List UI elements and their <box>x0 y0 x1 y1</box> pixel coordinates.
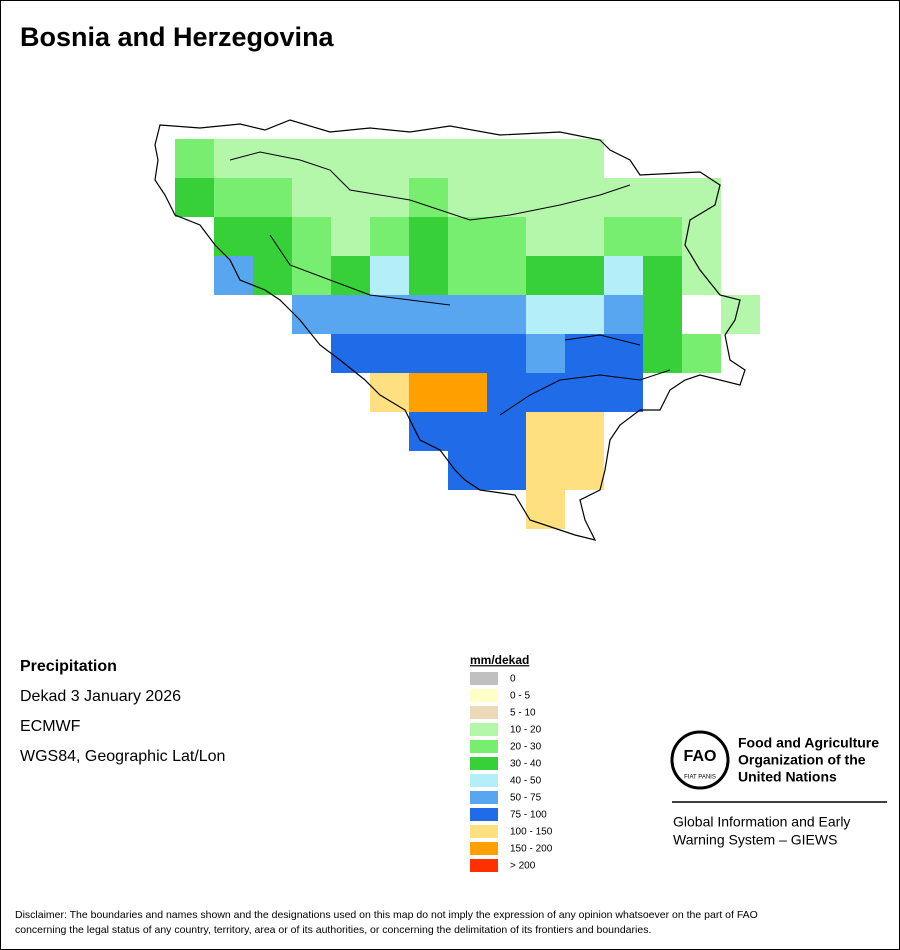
grid-cell <box>604 295 643 334</box>
legend-title: mm/dekad <box>470 653 529 667</box>
grid-cell <box>331 256 370 295</box>
grid-cell <box>643 295 682 334</box>
grid-cell <box>214 217 292 256</box>
grid-cell <box>526 295 604 334</box>
grid-cell <box>253 256 292 295</box>
grid-cell <box>604 256 643 295</box>
grid-cell <box>370 256 409 295</box>
legend-label: 150 - 200 <box>510 844 553 855</box>
grid-cell <box>526 334 565 373</box>
info-line: Dekad 3 January 2026 <box>20 688 181 705</box>
grid-cell <box>448 451 526 490</box>
legend-label: 50 - 75 <box>510 793 542 804</box>
disclaimer: Disclaimer: The boundaries and names sho… <box>15 909 758 921</box>
legend-label: 100 - 150 <box>510 827 553 838</box>
legend-label: 0 - 5 <box>510 691 530 702</box>
grid-cell <box>487 373 643 412</box>
disclaimer: concerning the legal status of any count… <box>15 924 651 936</box>
grid-cell <box>292 217 331 256</box>
legend-label: 30 - 40 <box>510 759 542 770</box>
title: Bosnia and Herzegovina <box>20 22 335 52</box>
legend: 0 0 - 5 5 - 10 10 - 20 20 - 30 30 - 40 40 - 50… <box>470 672 553 872</box>
grid-cell <box>370 217 409 256</box>
legend-label: 0 <box>510 674 516 685</box>
grid-cell <box>175 139 214 178</box>
org-name: Food and Agriculture <box>738 735 879 751</box>
grid-cell <box>409 256 448 295</box>
legend-swatch <box>470 672 498 685</box>
grid-cell <box>565 334 643 373</box>
grid-cell <box>448 178 721 217</box>
grid-cell <box>409 217 448 256</box>
info-heading: Precipitation <box>20 658 117 675</box>
grid-cell <box>292 295 526 334</box>
legend-label: 20 - 30 <box>510 742 542 753</box>
legend-label: 75 - 100 <box>510 810 547 821</box>
legend-swatch <box>470 774 498 787</box>
legend-label: 40 - 50 <box>510 776 542 787</box>
grid-cell <box>526 217 604 256</box>
legend-swatch <box>470 689 498 702</box>
legend-label: 5 - 10 <box>510 708 536 719</box>
legend-swatch <box>470 825 498 838</box>
grid-cell <box>604 217 682 256</box>
grid-cell <box>721 295 760 334</box>
program-name: Warning System – GIEWS <box>673 832 837 848</box>
legend-label: > 200 <box>510 861 536 872</box>
program-name: Global Information and Early <box>673 814 850 830</box>
grid-cell <box>409 373 487 412</box>
grid-cell <box>448 217 526 256</box>
grid-cell <box>448 256 526 295</box>
grid-cell <box>526 451 604 490</box>
grid-cell <box>214 139 604 178</box>
info-line: ECMWF <box>20 718 81 735</box>
legend-swatch <box>470 859 498 872</box>
grid-cell <box>331 217 370 256</box>
grid-cell <box>409 412 526 451</box>
grid-cell <box>643 334 682 373</box>
grid-cell <box>175 178 214 217</box>
grid-cell <box>526 256 604 295</box>
grid-cell <box>643 256 682 295</box>
legend-label: 10 - 20 <box>510 725 542 736</box>
legend-swatch <box>470 723 498 736</box>
org-name: United Nations <box>738 769 837 785</box>
info-line: WGS84, Geographic Lat/Lon <box>20 748 225 765</box>
grid-cell <box>292 256 331 295</box>
fao-logo: FAO FIAT PANIS <box>670 730 730 790</box>
grid-cell <box>682 334 721 373</box>
legend-swatch <box>470 808 498 821</box>
grid-cell <box>682 217 721 256</box>
grid-cell <box>526 490 565 529</box>
grid-cell <box>292 178 409 217</box>
legend-swatch <box>470 757 498 770</box>
internal-border <box>229 151 671 416</box>
org-name: Organization of the <box>738 752 866 768</box>
grid-cell <box>526 412 604 451</box>
legend-swatch <box>470 740 498 753</box>
grid <box>175 139 760 529</box>
logo-text: FAO <box>684 748 717 765</box>
legend-swatch <box>470 706 498 719</box>
logo-ring <box>670 730 730 790</box>
legend-swatch <box>470 791 498 804</box>
country-border <box>154 119 746 541</box>
grid-cell <box>214 256 253 295</box>
logo-motto: FIAT PANIS <box>684 775 716 781</box>
legend-swatch <box>470 842 498 855</box>
grid-cell <box>214 178 292 217</box>
grid-cell <box>370 373 409 412</box>
grid-cell <box>331 334 526 373</box>
